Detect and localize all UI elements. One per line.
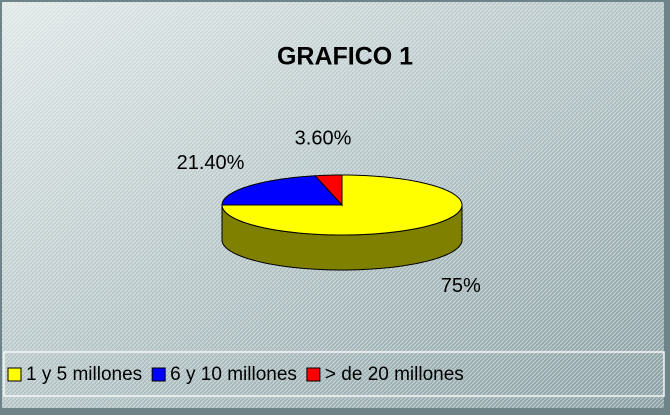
data-label: 3.60% [295,128,352,150]
data-label: 21.40% [177,152,245,174]
chart-title: GRAFICO 1 [277,43,413,71]
legend-label: 1 y 5 millones [26,364,142,385]
legend-marker [151,367,166,382]
legend-marker [306,367,321,382]
legend-frame [3,351,665,397]
legend-label: > de 20 millones [325,364,464,385]
pie-slice [221,175,344,206]
data-label: 75% [441,275,481,297]
pie-slice [314,174,343,207]
legend: 1 y 5 millones 6 y 10 millones > de 20 mil… [7,364,464,385]
legend-marker [7,367,22,382]
legend-label: 6 y 10 millones [170,364,297,385]
pie: 75% 21.40% 3.60% [177,128,481,297]
